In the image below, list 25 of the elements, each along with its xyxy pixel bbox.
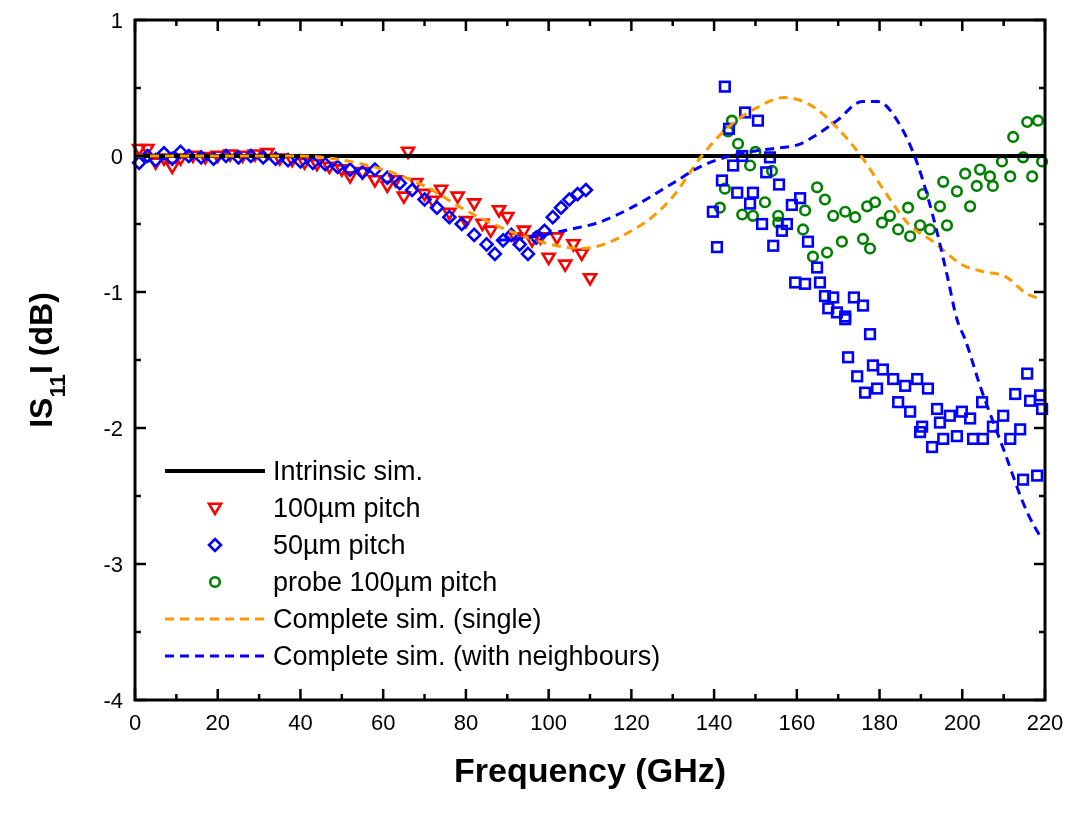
legend-label: Complete sim. (with neighbours) [273, 641, 661, 671]
legend-label: Complete sim. (single) [273, 604, 542, 634]
x-tick-label: 20 [205, 710, 230, 735]
x-tick-label: 40 [288, 710, 313, 735]
x-tick-label: 100 [530, 710, 567, 735]
x-tick-label: 60 [370, 710, 396, 735]
x-tick-label: 80 [453, 710, 479, 735]
y-tick-label: 0 [110, 144, 123, 169]
x-tick-label: 200 [943, 710, 981, 735]
y-tick-label: -3 [103, 552, 123, 577]
y-tick-label: -4 [103, 688, 123, 713]
x-tick-label: 120 [613, 710, 650, 735]
x-tick-label: 180 [861, 710, 898, 735]
x-tick-label: 0 [128, 710, 142, 735]
y-tick-label: 1 [110, 8, 123, 33]
legend-label: probe 100µm pitch [273, 567, 498, 597]
legend-label: 50µm pitch [273, 530, 406, 560]
x-tick-label: 220 [1026, 710, 1064, 735]
legend-label: 100µm pitch [273, 493, 421, 523]
legend-label: Intrinsic sim. [273, 456, 424, 486]
y-tick-label: -1 [103, 280, 123, 305]
x-tick-label: 160 [778, 710, 816, 735]
y-tick-label: -2 [103, 416, 123, 441]
x-axis-title: Frequency (GHz) [453, 751, 727, 789]
x-tick-label: 140 [695, 710, 733, 735]
